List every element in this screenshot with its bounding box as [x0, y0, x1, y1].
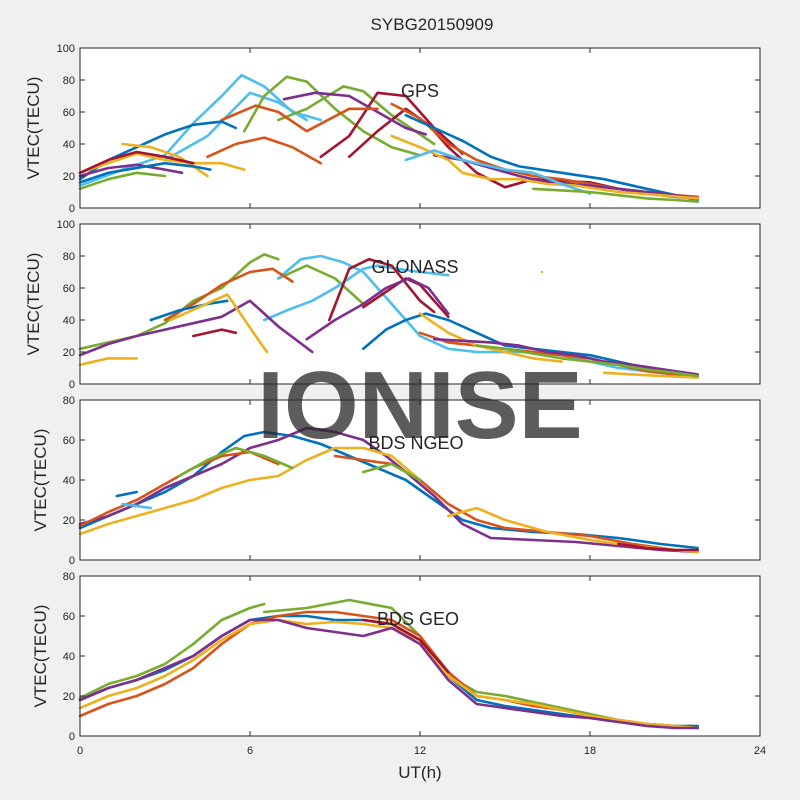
figure-title: SYBG20150909: [371, 15, 494, 34]
y-tick-label: 40: [63, 475, 75, 487]
series-line: [243, 75, 422, 157]
y-tick-label: 40: [63, 139, 75, 151]
panel-label: BDS GEO: [377, 609, 459, 629]
series-line: [78, 171, 167, 191]
y-tick-label: 0: [69, 379, 75, 391]
x-tick-label: 6: [247, 745, 253, 757]
panel-bds-ngeo: 0 20 40 60 80 VTEC(TECU) BDS NGEO: [31, 395, 761, 567]
y-tick-label: 100: [57, 219, 75, 231]
series-line: [78, 163, 184, 178]
series-line: [362, 618, 450, 674]
panel-gps: 0 20 40 60 80 100 VTEC(TECU) GPS: [24, 43, 761, 215]
x-tick-label: 18: [584, 745, 596, 757]
y-tick-label: 20: [63, 171, 75, 183]
y-axis-label: VTEC(TECU): [31, 429, 50, 532]
series-line: [617, 542, 699, 552]
series-line: [121, 142, 209, 178]
panel-label: GPS: [401, 81, 439, 101]
data-point: [540, 270, 544, 274]
series-line: [475, 344, 699, 378]
series-line: [404, 113, 699, 202]
series-line: [362, 462, 422, 482]
panel-bds-geo: 0 20 40 60 80 0 6 12 18 24 UT(h) VTEC(TECU) BDS GEO: [31, 571, 766, 782]
y-tick-label: 80: [63, 571, 75, 583]
x-tick-label: 12: [414, 745, 426, 757]
series-line: [262, 264, 450, 322]
series-group: [78, 598, 699, 730]
y-tick-label: 0: [69, 555, 75, 567]
series-group: [78, 73, 699, 203]
plot-area: [80, 48, 760, 208]
y-axis-label: VTEC(TECU): [24, 77, 43, 180]
series-line: [418, 312, 563, 363]
x-tick-label: 0: [77, 745, 83, 757]
watermark-text: IONISE: [257, 352, 582, 459]
series-line: [78, 150, 195, 175]
y-tick-label: 40: [63, 651, 75, 663]
series-line: [432, 337, 699, 376]
y-tick-label: 80: [63, 395, 75, 407]
plot-area: [80, 576, 760, 736]
y-tick-label: 0: [69, 731, 75, 743]
series-line: [206, 136, 323, 165]
series-line: [333, 454, 699, 554]
y-tick-label: 20: [63, 347, 75, 359]
panel-glonass: 0 20 40 60 80 100 VTEC(TECU) GLONASS: [24, 219, 761, 391]
series-line: [78, 152, 246, 175]
series-line: [78, 357, 138, 367]
series-line: [163, 267, 294, 322]
y-tick-label: 20: [63, 515, 75, 527]
panel-label: BDS NGEO: [368, 433, 463, 453]
series-line: [404, 149, 592, 195]
y-tick-label: 40: [63, 315, 75, 327]
y-tick-label: 60: [63, 611, 75, 623]
y-tick-label: 0: [69, 203, 75, 215]
y-tick-label: 60: [63, 107, 75, 119]
series-group: [78, 253, 699, 379]
series-line: [277, 85, 436, 146]
y-axis-label: VTEC(TECU): [31, 605, 50, 708]
series-line: [305, 277, 450, 341]
series-line: [115, 490, 138, 498]
panel-label: GLONASS: [371, 257, 458, 277]
y-axis-label: VTEC(TECU): [24, 253, 43, 356]
series-line: [192, 328, 238, 338]
y-tick-label: 20: [63, 691, 75, 703]
series-line: [220, 104, 379, 133]
series-line: [277, 254, 699, 378]
series-line: [78, 446, 422, 536]
series-line: [282, 91, 427, 136]
y-tick-label: 100: [57, 43, 75, 55]
series-line: [418, 331, 699, 378]
series-line: [78, 161, 212, 184]
y-tick-label: 60: [63, 283, 75, 295]
series-line: [163, 91, 308, 162]
series-line: [328, 257, 436, 322]
series-line: [532, 187, 699, 203]
series-line: [602, 371, 699, 379]
series-line: [177, 446, 294, 478]
y-tick-label: 60: [63, 435, 75, 447]
series-line: [169, 293, 269, 354]
x-tick-label: 24: [754, 745, 766, 757]
y-tick-label: 80: [63, 251, 75, 263]
series-line: [78, 602, 266, 700]
x-axis-label: UT(h): [398, 763, 441, 782]
series-line: [390, 134, 699, 200]
series-line: [277, 264, 365, 306]
y-tick-label: 80: [63, 75, 75, 87]
series-line: [121, 502, 153, 510]
series-line: [78, 426, 699, 554]
series-line: [78, 618, 699, 730]
series-group: [78, 426, 699, 554]
series-line: [319, 91, 464, 159]
series-line: [149, 299, 229, 322]
series-line: [78, 299, 314, 357]
